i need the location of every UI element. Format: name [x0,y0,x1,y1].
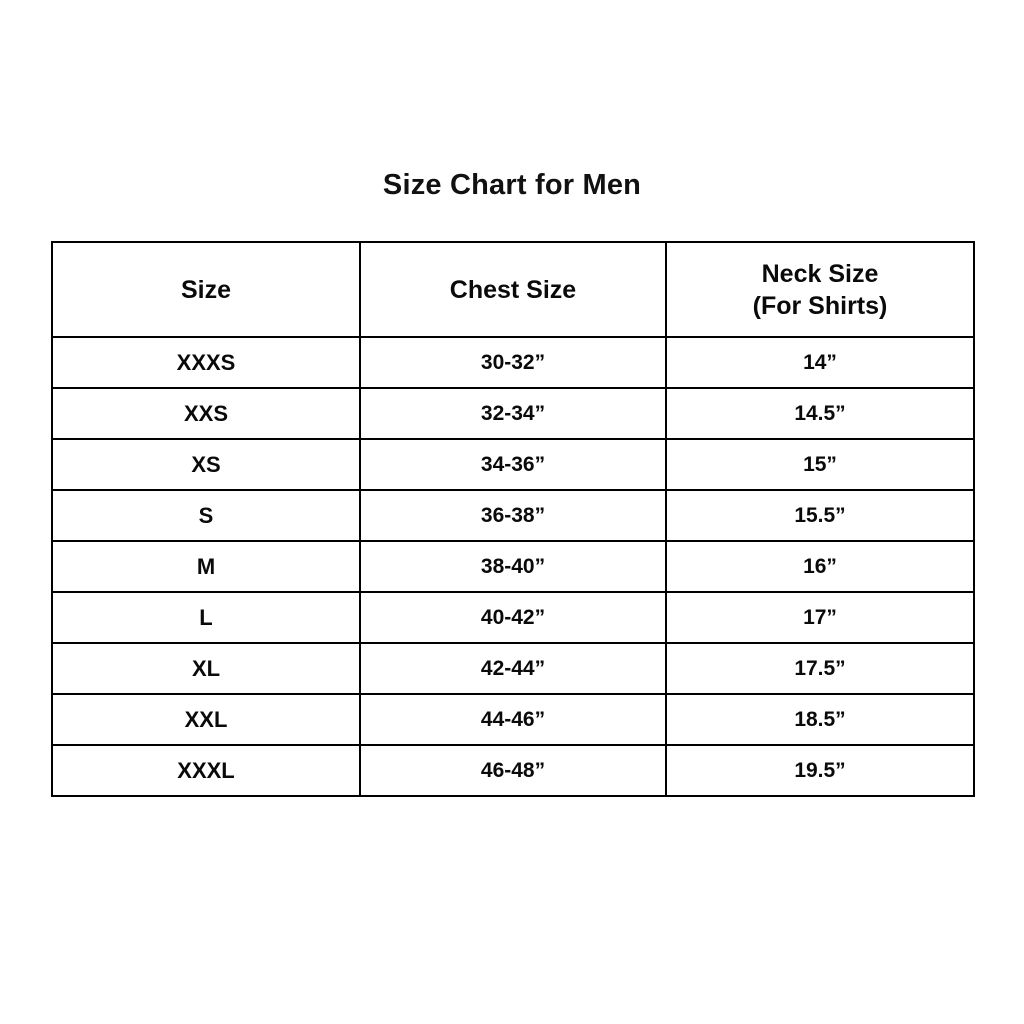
cell-chest: 44-46” [359,693,667,746]
table-header: Size Chest Size Neck Size (For Shirts) [51,241,975,338]
cell-size: XXS [51,387,361,440]
cell-neck: 17” [665,591,975,644]
cell-size: XXL [51,693,361,746]
column-header-chest-size: Chest Size [359,241,667,338]
column-header-neck-size-line1: Neck Size [761,259,879,288]
table-row: XS 34-36” 15” [51,438,975,491]
cell-neck: 15.5” [665,489,975,542]
cell-chest: 32-34” [359,387,667,440]
size-chart-table-container: Size Chest Size Neck Size (For Shirts) X… [51,241,975,797]
cell-neck: 19.5” [665,744,975,797]
cell-size: XS [51,438,361,491]
table-row: XXS 32-34” 14.5” [51,387,975,440]
column-header-size: Size [51,241,361,338]
cell-chest: 30-32” [359,336,667,389]
cell-chest: 40-42” [359,591,667,644]
cell-neck: 14” [665,336,975,389]
table-row: XXXL 46-48” 19.5” [51,744,975,797]
table-row: L 40-42” 17” [51,591,975,644]
table-row: S 36-38” 15.5” [51,489,975,542]
table-header-row: Size Chest Size Neck Size (For Shirts) [51,241,975,338]
page-title: Size Chart for Men [382,169,642,201]
table-row: XXL 44-46” 18.5” [51,693,975,746]
cell-chest: 42-44” [359,642,667,695]
cell-size: S [51,489,361,542]
cell-neck: 14.5” [665,387,975,440]
cell-size: M [51,540,361,593]
cell-neck: 17.5” [665,642,975,695]
cell-neck: 18.5” [665,693,975,746]
table-row: XXXS 30-32” 14” [51,336,975,389]
cell-chest: 38-40” [359,540,667,593]
cell-neck: 16” [665,540,975,593]
cell-chest: 46-48” [359,744,667,797]
cell-size: XL [51,642,361,695]
table-row: XL 42-44” 17.5” [51,642,975,695]
cell-size: XXXS [51,336,361,389]
table-row: M 38-40” 16” [51,540,975,593]
cell-size: L [51,591,361,644]
column-header-neck-size-line2: (For Shirts) [752,291,888,320]
cell-chest: 34-36” [359,438,667,491]
column-header-neck-size: Neck Size (For Shirts) [665,241,975,338]
table-body: XXXS 30-32” 14” XXS 32-34” 14.5” XS 34-3… [51,336,975,797]
size-chart-table: Size Chest Size Neck Size (For Shirts) X… [51,241,975,797]
cell-chest: 36-38” [359,489,667,542]
cell-size: XXXL [51,744,361,797]
cell-neck: 15” [665,438,975,491]
